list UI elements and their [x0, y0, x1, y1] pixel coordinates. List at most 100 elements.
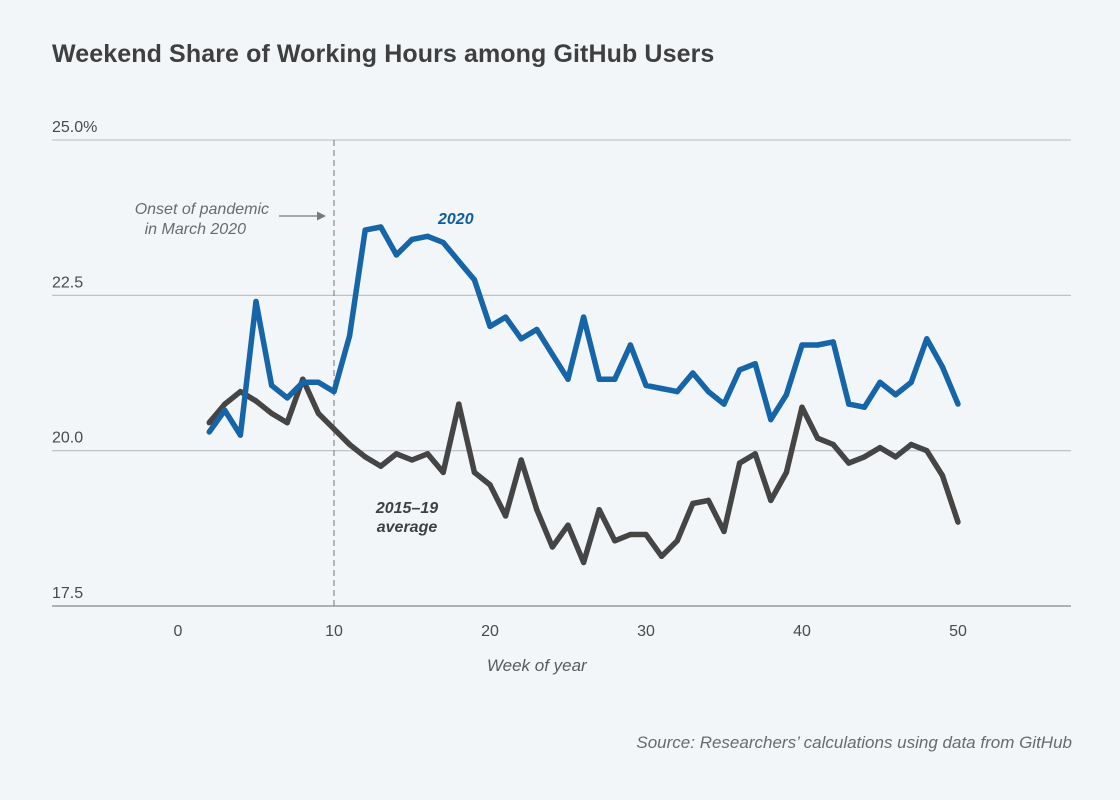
data-point-average — [284, 420, 290, 426]
data-point-2020 — [268, 382, 275, 389]
data-point-2020 — [331, 388, 337, 395]
data-point-2020 — [783, 392, 790, 398]
data-point-2020 — [658, 385, 665, 392]
data-point-average — [502, 513, 509, 519]
data-point-2020 — [222, 407, 228, 413]
data-point-2020 — [877, 379, 883, 386]
data-point-average — [830, 441, 836, 448]
data-point-average — [487, 482, 493, 488]
data-point-average — [924, 447, 930, 454]
chart-title: Weekend Share of Working Hours among Git… — [52, 40, 715, 68]
data-point-2020 — [237, 432, 244, 438]
data-point-average — [393, 451, 400, 457]
series-lines — [206, 224, 961, 566]
data-point-average — [877, 444, 883, 451]
data-point-2020 — [830, 339, 836, 345]
data-point-2020 — [752, 360, 758, 367]
series-line-2015-19-average — [207, 376, 961, 566]
x-tick-label: 0 — [174, 623, 183, 640]
series-label-average-line2: average — [377, 519, 438, 536]
data-point-average — [315, 410, 322, 417]
data-point-average — [783, 469, 790, 476]
data-point-2020 — [955, 401, 961, 407]
x-axis-label: Week of year — [487, 656, 588, 675]
data-point-2020 — [300, 379, 306, 386]
data-point-average — [736, 460, 743, 466]
x-tick-label: 10 — [325, 623, 343, 640]
data-point-2020 — [424, 233, 431, 240]
data-point-average — [471, 469, 478, 476]
data-point-2020 — [924, 336, 930, 342]
x-tick-label: 20 — [481, 623, 499, 640]
data-point-average — [705, 497, 712, 504]
data-point-average — [440, 469, 446, 476]
data-point-2020 — [206, 429, 212, 435]
data-point-average — [939, 472, 946, 479]
source-note: Source: Researchers’ calculations using … — [636, 733, 1072, 752]
data-point-2020 — [690, 370, 696, 376]
data-point-2020 — [799, 342, 805, 348]
data-point-average — [534, 506, 540, 513]
data-point-average — [658, 553, 665, 559]
data-point-average — [331, 426, 337, 432]
data-point-average — [549, 544, 556, 550]
data-point-2020 — [892, 392, 899, 398]
data-point-average — [424, 451, 431, 457]
data-point-average — [643, 531, 649, 538]
pandemic-annotation: Onset of pandemic in March 2020 — [135, 140, 335, 606]
data-point-2020 — [346, 333, 353, 339]
data-point-average — [674, 538, 680, 544]
data-point-average — [409, 457, 415, 463]
data-point-2020 — [565, 376, 571, 382]
data-point-average — [846, 460, 852, 466]
data-point-2020 — [253, 298, 259, 305]
data-point-2020 — [939, 364, 946, 370]
data-point-2020 — [456, 258, 462, 264]
data-point-average — [627, 531, 634, 538]
data-point-average — [206, 420, 212, 426]
y-tick-label: 25.0% — [52, 119, 97, 136]
data-point-average — [955, 519, 961, 525]
data-point-average — [378, 463, 384, 469]
y-tick-label: 22.5 — [52, 274, 83, 291]
data-point-2020 — [861, 404, 868, 410]
data-point-2020 — [393, 252, 400, 258]
x-tick-label: 50 — [949, 623, 967, 640]
data-point-2020 — [471, 277, 478, 283]
data-point-average — [612, 538, 618, 544]
pandemic-arrowhead — [317, 211, 326, 221]
data-point-average — [814, 435, 821, 441]
data-point-average — [580, 559, 587, 566]
data-point-average — [237, 388, 244, 395]
data-point-average — [565, 522, 571, 528]
data-point-average — [892, 454, 899, 460]
data-point-2020 — [409, 236, 415, 243]
data-point-2020 — [502, 314, 509, 320]
data-point-average — [596, 506, 602, 513]
data-point-2020 — [549, 351, 556, 358]
y-tick-label: 17.5 — [52, 585, 83, 602]
data-point-average — [721, 528, 727, 535]
pandemic-annotation-line2: in March 2020 — [145, 221, 246, 238]
data-point-average — [362, 454, 368, 460]
data-point-2020 — [378, 224, 384, 230]
data-point-average — [253, 398, 259, 404]
data-point-average — [799, 404, 805, 410]
data-point-2020 — [846, 401, 852, 407]
data-point-2020 — [284, 395, 290, 401]
data-point-average — [752, 451, 758, 457]
data-point-2020 — [534, 326, 540, 333]
data-point-average — [346, 441, 353, 448]
data-point-2020 — [674, 388, 680, 395]
data-point-2020 — [580, 314, 587, 320]
data-point-2020 — [518, 336, 524, 342]
data-point-2020 — [705, 388, 712, 395]
data-point-2020 — [736, 367, 743, 373]
data-point-2020 — [814, 342, 821, 348]
x-axis-ticks: 0 10 20 30 40 50 — [174, 623, 967, 640]
data-point-average — [518, 457, 524, 463]
data-point-average — [456, 401, 462, 407]
series-label-average-line1: 2015–19 — [375, 500, 438, 517]
pandemic-annotation-line1: Onset of pandemic — [135, 201, 269, 218]
